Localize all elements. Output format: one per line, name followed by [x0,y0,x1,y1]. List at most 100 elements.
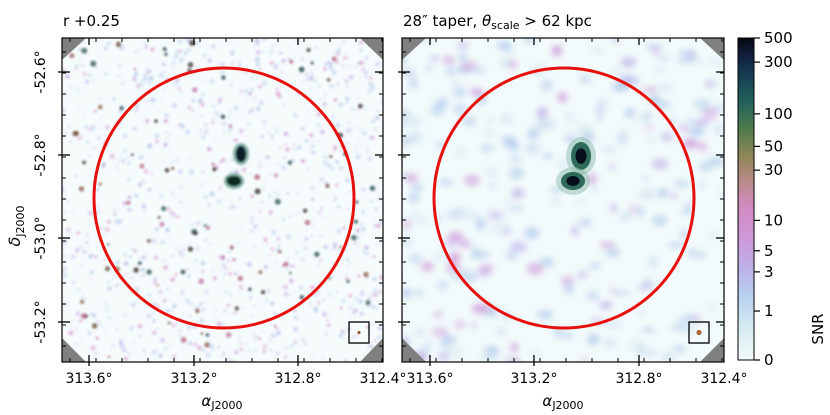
noise-blob [648,255,659,268]
point-source [126,200,131,205]
noise-blob [641,111,653,122]
noise-speck [359,60,364,65]
noise-blob [694,118,710,128]
noise-speck [74,174,78,178]
point-source [369,185,375,191]
noise-speck [258,210,262,213]
noise-speck [141,179,145,184]
noise-speck [121,159,126,164]
noise-speck [122,148,128,154]
noise-speck [77,288,81,292]
noise-speck [173,80,179,86]
noise-speck [160,337,165,343]
noise-speck [153,241,157,244]
noise-speck [207,58,212,63]
noise-speck [238,63,241,67]
noise-blob [421,261,434,271]
noise-speck [309,76,314,81]
noise-speck [229,82,233,86]
noise-speck [84,79,90,84]
noise-speck [238,197,242,201]
noise-speck [364,55,369,60]
noise-blob [707,302,718,311]
noise-speck [107,281,110,284]
noise-speck [329,83,334,89]
noise-speck [322,102,327,106]
noise-blob [576,271,589,279]
noise-speck [336,49,342,55]
point-source [248,287,252,291]
noise-speck [310,234,313,238]
noise-speck [134,219,137,222]
noise-blob [440,334,457,344]
noise-speck [86,140,90,144]
noise-speck [144,45,148,49]
noise-speck [220,62,225,67]
noise-speck [296,211,299,214]
noise-speck [319,235,322,238]
noise-speck [129,302,132,305]
noise-speck [74,341,77,344]
noise-speck [277,244,281,248]
noise-blob [680,228,687,241]
noise-speck [297,145,302,150]
noise-speck [247,91,252,96]
point-source [326,78,331,82]
noise-speck [221,268,224,271]
noise-speck [314,210,317,212]
noise-blob [641,87,659,93]
noise-blob [491,222,510,230]
noise-speck [82,250,87,254]
y-tick-label: -52.6° [33,50,49,93]
noise-speck [324,152,327,155]
noise-blob [670,192,678,199]
noise-blob [499,57,512,69]
noise-speck [89,312,93,316]
noise-speck [290,343,294,348]
noise-speck [88,210,93,216]
noise-speck [242,306,245,310]
noise-speck [279,147,282,149]
noise-speck [132,176,135,179]
bright-source [227,176,241,186]
noise-speck [256,43,259,46]
noise-speck [234,350,239,355]
noise-speck [104,72,108,76]
noise-speck [209,79,215,84]
noise-blob [646,136,656,142]
noise-speck [148,76,154,81]
noise-speck [65,131,69,134]
noise-speck [104,124,110,130]
right-beam-box [688,321,710,344]
noise-blob [424,341,432,348]
point-source [69,53,75,59]
noise-speck [233,105,239,111]
bright-source [566,176,580,186]
noise-blob [661,351,675,362]
noise-speck [132,340,135,343]
noise-speck [171,309,174,312]
corner-mask [700,38,724,60]
noise-speck [260,201,264,204]
noise-speck [332,70,337,75]
noise-speck [228,358,234,362]
noise-speck [96,135,101,140]
noise-speck [346,85,349,88]
noise-speck [282,316,286,319]
noise-speck [374,339,377,343]
point-source [137,261,142,266]
noise-speck [175,77,179,82]
noise-speck [124,313,127,317]
point-source [206,226,210,230]
noise-speck [152,280,158,285]
noise-blob [435,250,446,262]
noise-speck [305,230,308,232]
point-source [289,59,294,64]
noise-speck [269,253,272,257]
noise-speck [116,167,119,170]
noise-speck [252,331,255,334]
noise-speck [197,98,203,104]
noise-speck [376,223,381,229]
noise-speck [150,238,156,244]
noise-speck [125,261,129,265]
